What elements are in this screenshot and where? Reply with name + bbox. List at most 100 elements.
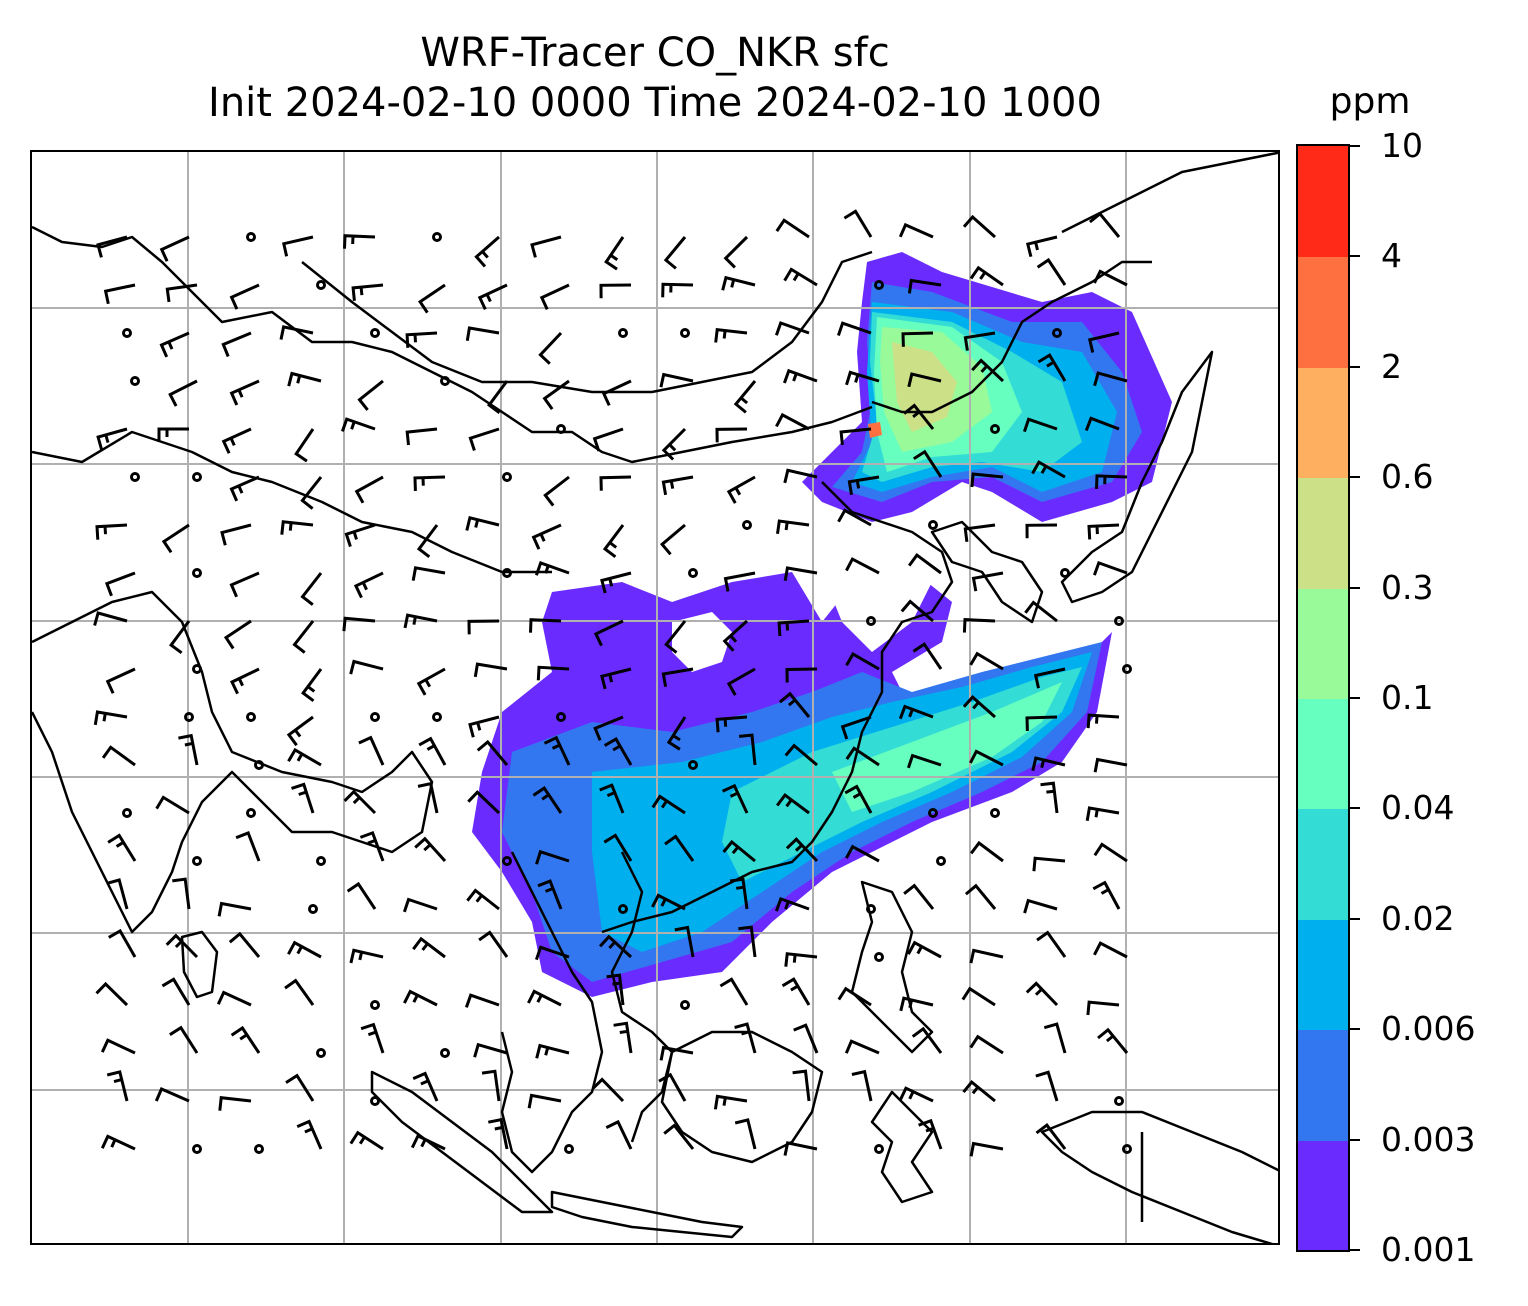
wind-barb — [229, 475, 260, 502]
wind-barb — [599, 283, 632, 299]
wind-barb — [1033, 667, 1066, 689]
wind-barb — [529, 618, 562, 633]
wind-barb — [229, 283, 260, 310]
calm-wind-marker — [502, 568, 512, 578]
wind-barb — [527, 1093, 562, 1109]
colorbar-tick-label: 0.04 — [1381, 788, 1455, 828]
wind-barb — [734, 1022, 757, 1054]
wind-barb — [603, 736, 633, 766]
colorbar-tick — [1350, 1249, 1360, 1251]
wind-barb — [282, 235, 314, 257]
calm-wind-marker — [1122, 664, 1132, 674]
wind-barb — [412, 1071, 439, 1102]
wind-barb — [228, 931, 261, 958]
calm-wind-marker — [874, 280, 884, 290]
wind-barb — [107, 833, 137, 862]
wind-barb — [165, 933, 199, 959]
wind-barb — [738, 925, 757, 958]
wind-barb — [593, 715, 624, 741]
wind-barb — [661, 427, 687, 461]
wind-barb — [468, 427, 500, 451]
wind-barb — [353, 571, 384, 599]
wind-barb — [161, 977, 191, 1006]
chart-subtitle: Init 2024-02-10 0000 Time 2024-02-10 100… — [208, 80, 1102, 126]
wind-barb — [466, 888, 500, 911]
wind-barb — [722, 839, 756, 863]
wind-barb — [845, 557, 880, 575]
calm-wind-marker — [618, 904, 628, 914]
wind-barb — [357, 379, 384, 411]
coastline-sulawesi — [870, 1090, 934, 1204]
wind-barb — [593, 619, 624, 647]
wind-barb — [774, 896, 810, 912]
wind-barb — [488, 1117, 509, 1150]
wind-barb — [535, 849, 570, 865]
coastline-japan — [1060, 350, 1214, 604]
wind-barb — [416, 524, 439, 558]
wind-barb — [412, 936, 446, 959]
wind-barb — [349, 948, 384, 964]
colorbar — [1296, 144, 1350, 1252]
wind-barb — [229, 379, 260, 406]
wind-barb — [535, 1043, 570, 1059]
wind-barb — [537, 879, 563, 910]
wind-barb — [1093, 842, 1128, 863]
wind-barb — [481, 1069, 501, 1102]
wind-barb — [784, 952, 818, 967]
calm-wind-marker — [866, 904, 876, 914]
colorbar-band — [1298, 256, 1348, 368]
wind-barb — [344, 523, 376, 548]
wind-barb — [661, 667, 694, 688]
colorbar-band — [1298, 366, 1348, 479]
wind-barb — [900, 599, 934, 623]
calm-wind-marker — [556, 712, 566, 722]
wind-barb — [659, 372, 694, 388]
wind-barb — [898, 1086, 934, 1103]
wind-barb — [106, 878, 129, 910]
colorbar-band — [1298, 698, 1348, 810]
wind-barb — [599, 475, 632, 491]
wind-barb — [664, 620, 687, 654]
wind-barb — [1088, 211, 1121, 238]
wind-barb — [1095, 474, 1128, 489]
wind-barb — [218, 1096, 252, 1111]
wind-barb — [971, 571, 1004, 592]
calm-wind-marker — [990, 808, 1000, 818]
wind-barb — [100, 1038, 136, 1055]
coastline-java — [550, 1190, 744, 1239]
wind-barb — [411, 566, 446, 581]
wind-barb — [911, 1026, 943, 1054]
wind-barb — [843, 209, 873, 238]
wind-barb — [726, 667, 756, 696]
wind-barb — [715, 715, 748, 733]
calm-wind-marker — [316, 280, 326, 290]
wind-barb — [1093, 371, 1128, 387]
plume-clear-area-1 — [672, 612, 732, 672]
wind-barb — [93, 710, 128, 726]
wind-barb — [604, 236, 625, 271]
wind-barb — [907, 940, 942, 959]
wind-barb — [300, 476, 323, 510]
calm-wind-marker — [192, 1144, 202, 1154]
wind-barb — [543, 735, 571, 766]
wind-barb — [847, 475, 880, 495]
wind-barb — [962, 618, 996, 633]
calm-wind-marker — [990, 424, 1000, 434]
calm-wind-marker — [440, 1048, 450, 1058]
calm-wind-marker — [432, 712, 442, 722]
calm-wind-marker — [130, 376, 140, 386]
wind-barb — [342, 616, 376, 632]
wind-barb — [534, 560, 570, 576]
wind-barb — [402, 897, 438, 913]
colorbar-tick — [1350, 365, 1360, 368]
colorbar-tick — [1350, 1138, 1360, 1141]
calm-wind-marker — [618, 328, 628, 338]
wind-barb — [169, 1025, 199, 1054]
wind-barb — [903, 403, 935, 430]
wind-barb — [414, 836, 447, 863]
wind-barb — [464, 993, 500, 1008]
wind-barb — [1093, 757, 1128, 773]
wind-barb — [783, 566, 818, 582]
calm-wind-marker — [192, 568, 202, 578]
wind-barb — [349, 659, 384, 675]
